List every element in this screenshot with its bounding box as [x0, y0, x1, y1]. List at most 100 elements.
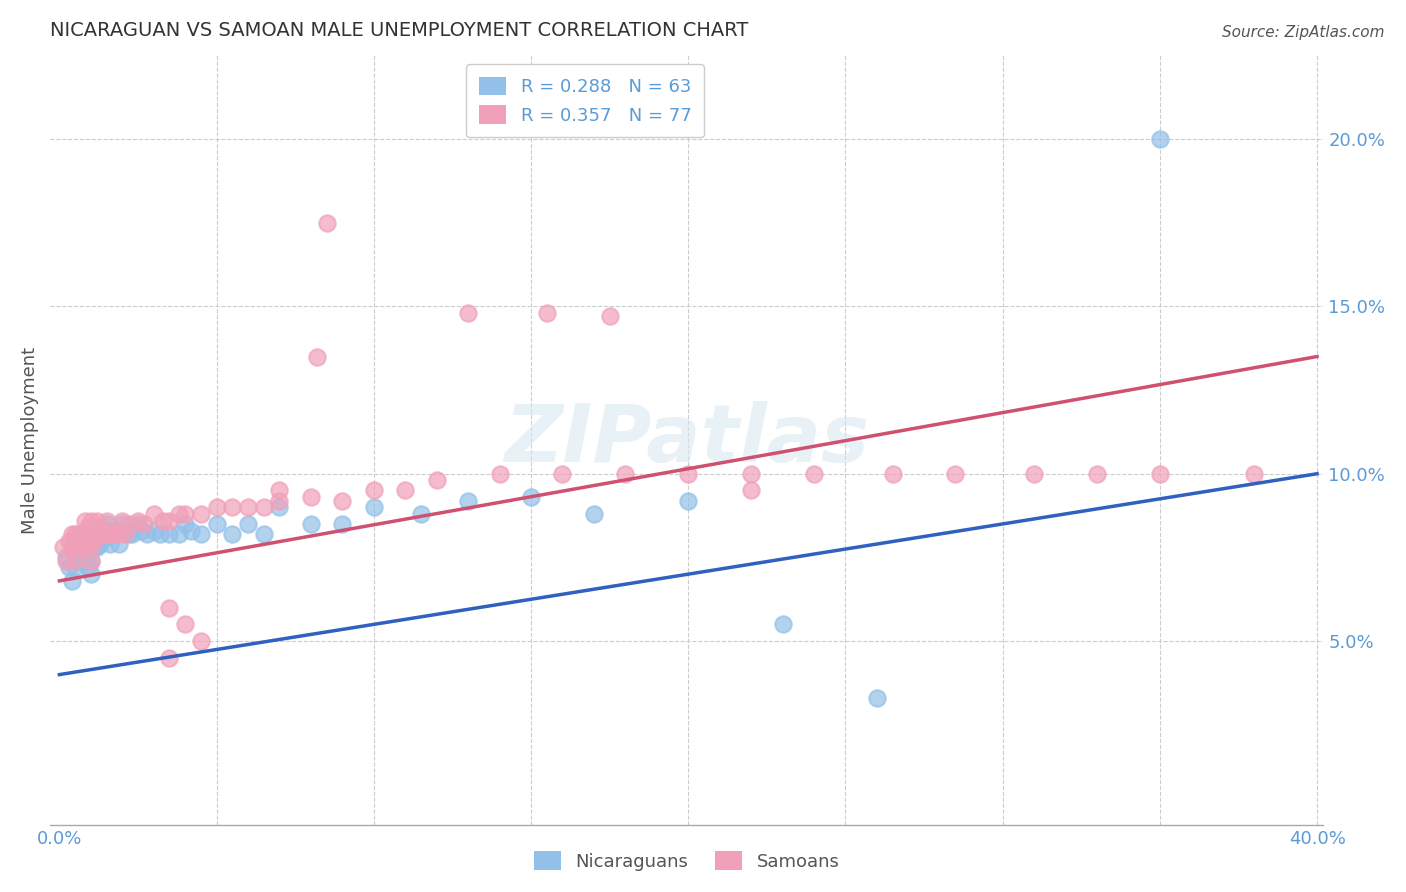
Point	[60, 574, 83, 588]
Point	[58, 533, 80, 548]
Point	[93, 527, 115, 541]
Point	[80, 554, 103, 568]
Point	[108, 527, 131, 541]
Point	[190, 527, 212, 541]
Point	[93, 527, 115, 541]
Point	[80, 527, 103, 541]
Point	[236, 516, 259, 531]
Point	[80, 527, 103, 541]
Point	[520, 490, 543, 504]
Point	[536, 306, 558, 320]
Legend: Nicaraguans, Samoans: Nicaraguans, Samoans	[526, 844, 846, 878]
Point	[73, 527, 96, 541]
Point	[86, 527, 108, 541]
Point	[866, 691, 889, 706]
Point	[73, 527, 96, 541]
Point	[174, 507, 197, 521]
Point	[190, 507, 212, 521]
Point	[51, 541, 73, 555]
Point	[157, 514, 180, 528]
Point	[426, 474, 449, 488]
Point	[70, 533, 93, 548]
Point	[772, 617, 794, 632]
Text: Source: ZipAtlas.com: Source: ZipAtlas.com	[1222, 25, 1385, 40]
Point	[60, 527, 83, 541]
Point	[98, 537, 121, 551]
Point	[269, 493, 291, 508]
Point	[55, 554, 77, 568]
Point	[269, 500, 291, 515]
Point	[236, 500, 259, 515]
Point	[551, 467, 574, 481]
Point	[269, 483, 291, 498]
Point	[86, 541, 108, 555]
Point	[315, 216, 337, 230]
Point	[96, 530, 118, 544]
Point	[67, 554, 90, 568]
Point	[409, 507, 432, 521]
Point	[80, 567, 103, 582]
Point	[121, 527, 143, 541]
Point	[104, 524, 127, 538]
Point	[80, 554, 103, 568]
Point	[134, 516, 156, 531]
Text: NICARAGUAN VS SAMOAN MALE UNEMPLOYMENT CORRELATION CHART: NICARAGUAN VS SAMOAN MALE UNEMPLOYMENT C…	[51, 21, 748, 40]
Point	[89, 524, 111, 538]
Point	[299, 490, 322, 504]
Point	[76, 560, 98, 574]
Point	[63, 533, 86, 548]
Point	[127, 514, 149, 528]
Point	[67, 541, 90, 555]
Point	[330, 516, 353, 531]
Point	[740, 467, 762, 481]
Point	[363, 500, 385, 515]
Point	[83, 527, 105, 541]
Point	[180, 524, 202, 538]
Point	[111, 514, 134, 528]
Point	[104, 527, 127, 541]
Point	[253, 527, 276, 541]
Point	[1149, 467, 1171, 481]
Point	[614, 467, 637, 481]
Point	[101, 527, 124, 541]
Point	[63, 527, 86, 541]
Point	[114, 524, 136, 538]
Point	[882, 467, 904, 481]
Point	[67, 541, 90, 555]
Point	[330, 493, 353, 508]
Point	[70, 541, 93, 555]
Point	[55, 550, 77, 565]
Point	[149, 527, 172, 541]
Point	[457, 306, 479, 320]
Point	[221, 500, 243, 515]
Point	[60, 541, 83, 555]
Point	[63, 541, 86, 555]
Point	[205, 500, 228, 515]
Point	[67, 527, 90, 541]
Point	[83, 541, 105, 555]
Point	[129, 524, 152, 538]
Point	[152, 514, 174, 528]
Point	[599, 310, 621, 324]
Point	[167, 527, 190, 541]
Point	[76, 533, 98, 548]
Point	[157, 600, 180, 615]
Point	[253, 500, 276, 515]
Point	[1085, 467, 1108, 481]
Point	[582, 507, 605, 521]
Point	[167, 507, 190, 521]
Text: ZIPatlas: ZIPatlas	[505, 401, 869, 479]
Point	[174, 516, 197, 531]
Point	[63, 547, 86, 561]
Point	[98, 527, 121, 541]
Point	[86, 514, 108, 528]
Point	[190, 634, 212, 648]
Point	[73, 541, 96, 555]
Point	[740, 483, 762, 498]
Point	[945, 467, 967, 481]
Point	[157, 527, 180, 541]
Point	[174, 617, 197, 632]
Point	[70, 547, 93, 561]
Point	[73, 514, 96, 528]
Point	[83, 533, 105, 548]
